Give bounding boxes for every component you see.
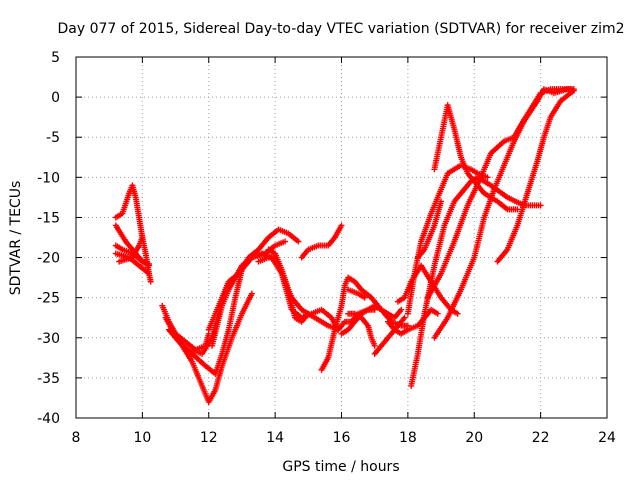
- data-point: [454, 310, 461, 317]
- data-point: [361, 294, 368, 301]
- data-point: [570, 87, 577, 94]
- data-point: [146, 270, 153, 277]
- x-tick-label: 22: [532, 430, 550, 446]
- x-tick-label: 10: [133, 430, 151, 446]
- data-series: [424, 86, 574, 301]
- x-tick-label: 18: [399, 430, 417, 446]
- data-series: [338, 302, 405, 337]
- x-axis-label: GPS time / hours: [282, 459, 399, 475]
- y-tick-label: -20: [37, 251, 60, 267]
- data-series: [298, 222, 345, 261]
- plot-frame: [75, 56, 608, 419]
- data-point: [434, 310, 441, 317]
- x-tick-label: 20: [465, 430, 483, 446]
- data-point: [248, 290, 255, 297]
- data-point: [282, 238, 289, 245]
- data-point: [338, 222, 345, 229]
- y-tick-label: -15: [37, 210, 60, 226]
- grid: [76, 57, 607, 418]
- data-series: [494, 87, 577, 265]
- x-tick-label: 12: [200, 430, 218, 446]
- data-point: [146, 260, 153, 267]
- data-point: [401, 314, 408, 321]
- data-point: [371, 342, 378, 349]
- y-tick-label: 0: [51, 90, 60, 106]
- data-series: [345, 286, 368, 301]
- x-tick-label: 16: [333, 430, 351, 446]
- x-tick-label: 14: [266, 430, 284, 446]
- x-tick-label: 24: [598, 430, 616, 446]
- y-tick-label: -10: [37, 170, 60, 186]
- data-series: [116, 234, 146, 265]
- x-tick-label: 8: [72, 430, 81, 446]
- data-point: [398, 306, 405, 313]
- y-tick-label: 5: [51, 50, 60, 66]
- data-series: [414, 198, 445, 261]
- data-series: [431, 86, 577, 341]
- y-tick-label: -5: [46, 130, 60, 146]
- data-point: [147, 278, 154, 285]
- y-axis-label: SDTVAR / TECUs: [8, 181, 24, 296]
- data-points: [112, 86, 577, 405]
- y-tick-label: -40: [37, 411, 60, 427]
- data-point: [295, 238, 302, 245]
- data-series: [345, 310, 378, 349]
- data-point: [537, 202, 544, 209]
- tick-labels: 8 10 12 14 16 18 20 22 24 5 0 -5 -10 -15 -20 -25 -30 -35 -…: [37, 50, 616, 446]
- chart-title: Day 077 of 2015, Sidereal Day-to-day VTE…: [58, 21, 625, 37]
- y-tick-label: -35: [37, 371, 60, 387]
- y-tick-label: -25: [37, 291, 60, 307]
- y-tick-label: -30: [37, 331, 60, 347]
- data-point: [139, 234, 146, 241]
- data-point: [438, 198, 445, 205]
- data-point: [484, 174, 491, 181]
